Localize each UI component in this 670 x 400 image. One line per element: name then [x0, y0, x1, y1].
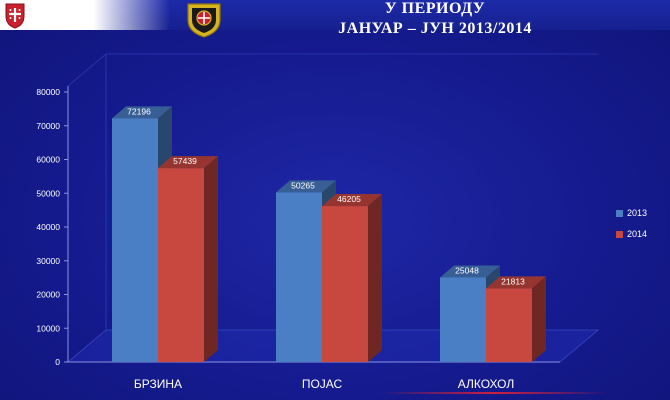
chart-wall-edge	[67, 53, 107, 87]
bar-side-2014	[368, 194, 382, 362]
x-category-label: АЛКОХОЛ	[458, 377, 514, 391]
bar-side-2014	[204, 156, 218, 362]
x-category-label: БРЗИНА	[134, 377, 182, 391]
y-tick-label: 0	[55, 357, 60, 367]
legend-item-2014: 2014	[616, 225, 647, 243]
legend-label-2014: 2014	[627, 229, 648, 239]
bar-top-2013	[112, 106, 172, 119]
bar-2014	[486, 288, 532, 362]
bar-value-label: 57439	[173, 156, 197, 166]
decorative-accent-line	[380, 392, 610, 394]
police-badge-icon	[187, 3, 221, 38]
bar-top-2014	[486, 276, 546, 289]
y-tick-label: 20000	[36, 290, 60, 300]
bar-2014	[158, 168, 204, 362]
bar-side-2014	[532, 276, 546, 362]
y-tick-label: 10000	[36, 323, 60, 333]
x-category-label: ПОЈАС	[302, 377, 343, 391]
bar-value-label: 21813	[501, 276, 525, 286]
bar-2014	[322, 206, 368, 362]
slide-title-line-2: ЈАНУАР – ЈУН 2013/2014	[338, 20, 532, 37]
bar-value-label: 25048	[455, 265, 479, 275]
chart-legend: 2013 2014	[616, 204, 647, 246]
legend-item-2013: 2013	[616, 204, 647, 222]
legend-swatch-2013	[616, 209, 623, 217]
bar-top-2014	[158, 156, 218, 169]
bar-2013	[276, 192, 322, 362]
y-tick-label: 60000	[36, 155, 60, 165]
bar-value-label: 46205	[337, 194, 361, 204]
bar-top-2013	[276, 180, 336, 193]
y-tick-label: 30000	[36, 256, 60, 266]
legend-swatch-2014	[616, 230, 623, 238]
bar-top-2014	[322, 194, 382, 207]
serbia-coat-of-arms-icon	[5, 3, 25, 29]
bar-2013	[440, 277, 486, 362]
legend-label-2013: 2013	[627, 208, 648, 218]
bar-value-label: 72196	[127, 106, 151, 116]
slide-title-line-1: У ПЕРИОДУ	[384, 0, 486, 17]
y-tick-label: 50000	[36, 188, 60, 198]
bar-2013	[112, 118, 158, 362]
bar-top-2013	[440, 265, 500, 278]
header-white-fade	[0, 0, 170, 30]
y-tick-label: 40000	[36, 222, 60, 232]
bar-value-label: 50265	[291, 180, 315, 190]
y-tick-label: 80000	[36, 87, 60, 97]
y-tick-label: 70000	[36, 121, 60, 131]
